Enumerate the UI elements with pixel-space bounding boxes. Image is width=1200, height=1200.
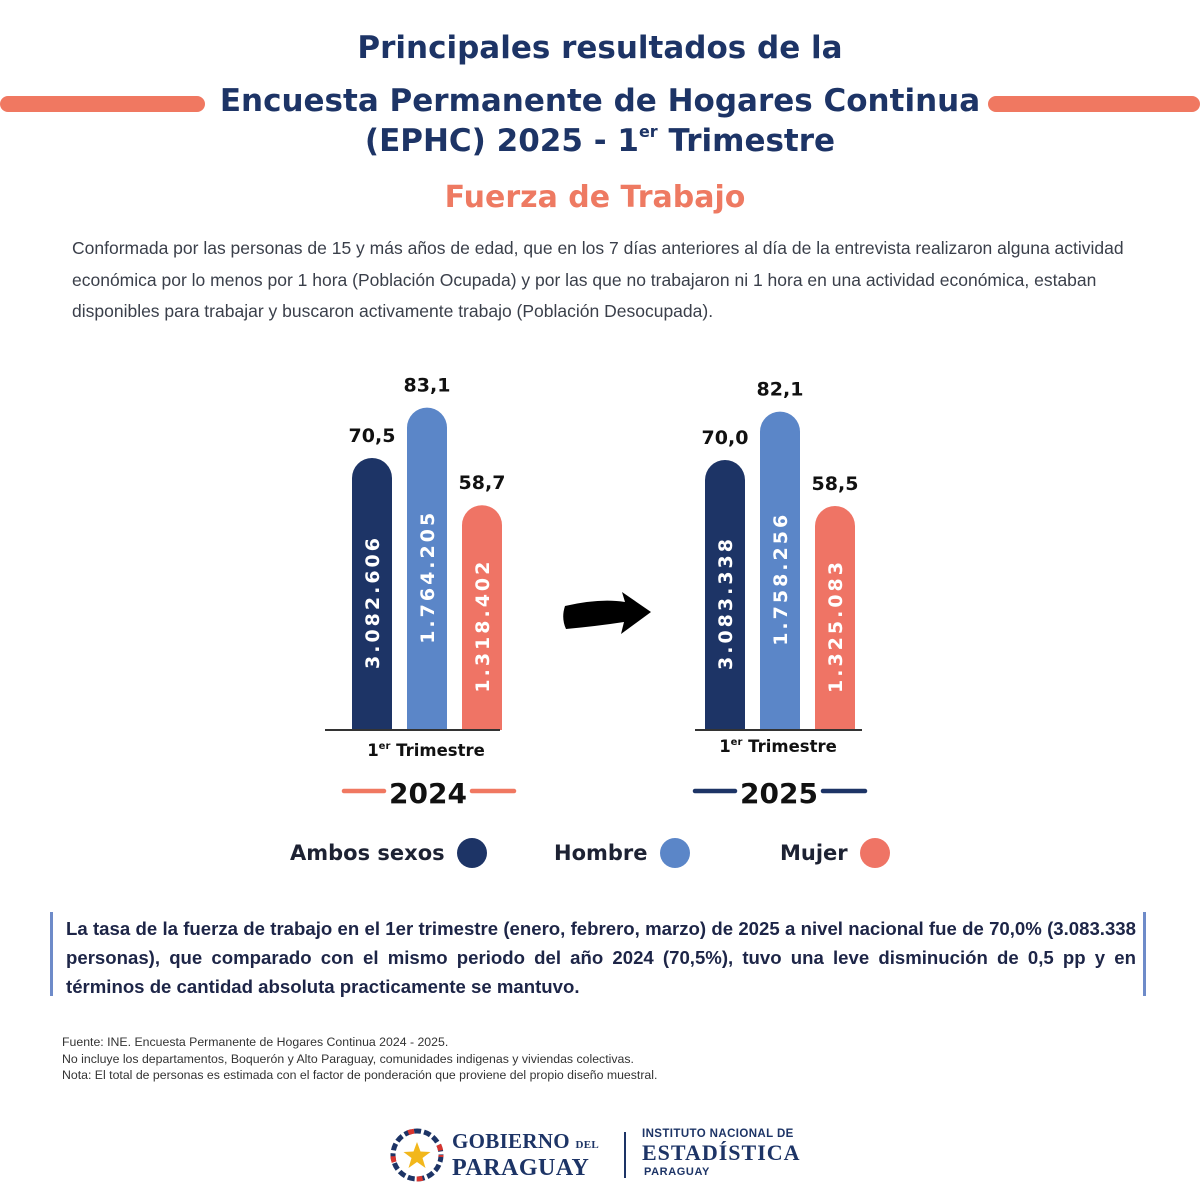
title-line-1: Principales resultados de la	[357, 30, 843, 66]
bar-2024-mujer	[462, 505, 502, 730]
legend-label-mujer: Mujer	[780, 841, 848, 865]
summary-note: La tasa de la fuerza de trabajo en el 1e…	[66, 918, 1136, 997]
gobierno-logo-text: GOBIERNO DEL PARAGUAY	[452, 1130, 599, 1180]
footer-logos: GOBIERNO DEL PARAGUAY INSTITUTO NACIONAL…	[388, 1124, 828, 1184]
title-line-3: (EPHC) 2025 - 1er Trimestre	[0, 122, 1200, 159]
year-label-2024: 2024	[389, 777, 467, 810]
bar-2025-hombre	[760, 411, 800, 730]
rate-label-2024-mujer: 58,7	[459, 472, 506, 494]
legend-label-hombre: Hombre	[554, 841, 648, 865]
legend-dot-ambos	[456, 838, 487, 868]
period-label-2025: 1er Trimestre	[719, 737, 837, 756]
legend-label-ambos: Ambos sexos	[290, 841, 445, 865]
rate-label-2025-mujer: 58,5	[812, 473, 859, 495]
decorative-line-right	[988, 96, 1200, 112]
title-line-3-sup: er	[638, 122, 658, 141]
bar-2025-mujer	[815, 506, 855, 730]
rate-label-2024-hombre: 83,1	[404, 375, 451, 397]
persons-label-2024-hombre: 1.764.205	[417, 510, 439, 644]
footnote-exclusion: No incluye los departamentos, Boquerón y…	[62, 1051, 634, 1066]
footnotes: Fuente: INE. Encuesta Permanente de Hoga…	[62, 1034, 657, 1084]
gob-word-del: DEL	[575, 1139, 600, 1151]
gob-word-1: GOBIERNO	[452, 1129, 570, 1153]
decorative-line-left	[0, 96, 205, 112]
legend-item-mujer: Mujer	[780, 838, 890, 868]
rate-label-2025-ambos: 70,0	[702, 427, 749, 449]
intro-paragraph: Conformada por las personas de 15 y más …	[72, 238, 1124, 321]
period-label-2024: 1er Trimestre	[367, 741, 485, 760]
legend-item-hombre: Hombre	[554, 838, 690, 868]
persons-label-2024-ambos: 3.082.606	[362, 535, 384, 669]
persons-label-2024-mujer: 1.318.402	[472, 559, 494, 693]
section-subtitle: Fuerza de Trabajo	[444, 180, 746, 215]
title-line-3-main: (EPHC) 2025 - 1	[364, 123, 639, 159]
gob-word-2: PARAGUAY	[452, 1155, 590, 1181]
ine-line-3: PARAGUAY	[644, 1166, 710, 1178]
persons-label-2025-hombre: 1.758.256	[770, 512, 792, 646]
labor-force-chart: 70,5 3.082.606 83,1 1.764.205 58,7 1.318.402 1…	[325, 375, 868, 810]
persons-label-2025-ambos: 3.083.338	[715, 536, 737, 670]
footnote-source: Fuente: INE. Encuesta Permanente de Hoga…	[62, 1035, 449, 1049]
legend-dot-mujer	[859, 838, 890, 868]
ine-line-1: INSTITUTO NACIONAL DE	[642, 1128, 794, 1140]
rate-label-2025-hombre: 82,1	[757, 379, 804, 401]
footnote-nota: Nota: El total de personas es estimada c…	[62, 1068, 658, 1082]
title-line-2: Encuesta Permanente de Hogares Continua	[219, 83, 981, 119]
title-line-3-end: Trimestre	[657, 123, 836, 159]
ine-line-2: ESTADÍSTICA	[642, 1140, 801, 1165]
legend-dot-hombre	[659, 838, 690, 868]
ine-logo-text: INSTITUTO NACIONAL DE ESTADÍSTICA PARAGU…	[642, 1128, 801, 1178]
note-frame	[50, 912, 1146, 996]
transition-arrow-icon	[563, 592, 651, 634]
persons-label-2025-mujer: 1.325.083	[825, 559, 847, 693]
logo-separator	[624, 1132, 626, 1178]
year-label-2025: 2025	[740, 777, 818, 810]
paraguay-emblem-icon	[390, 1128, 444, 1182]
legend-item-ambos: Ambos sexos	[290, 838, 487, 868]
rate-label-2024-ambos: 70,5	[349, 425, 396, 447]
bar-2025-ambos	[705, 460, 745, 730]
bar-2024-ambos	[352, 458, 392, 730]
bar-2024-hombre	[407, 407, 447, 730]
